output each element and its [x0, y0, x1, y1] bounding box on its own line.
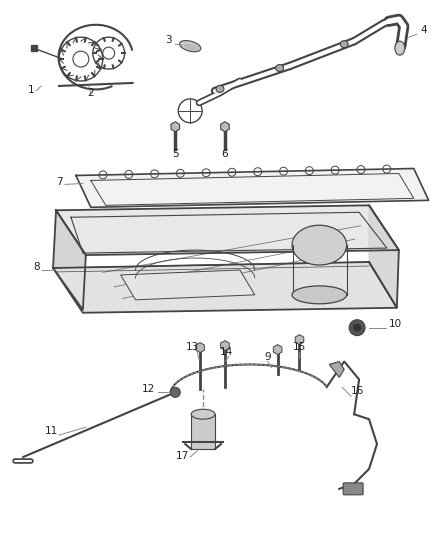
Text: 10: 10 — [389, 319, 402, 329]
Polygon shape — [191, 414, 215, 449]
Text: 12: 12 — [142, 384, 155, 394]
Ellipse shape — [340, 41, 348, 47]
Polygon shape — [196, 343, 205, 352]
Circle shape — [170, 387, 180, 397]
Text: 17: 17 — [176, 451, 189, 461]
Ellipse shape — [216, 85, 224, 92]
Polygon shape — [171, 122, 180, 132]
Text: 3: 3 — [165, 35, 172, 45]
Text: 2: 2 — [88, 88, 94, 98]
Text: 9: 9 — [265, 351, 271, 361]
Text: 14: 14 — [220, 346, 233, 357]
Polygon shape — [120, 270, 255, 300]
Polygon shape — [221, 341, 229, 351]
Polygon shape — [53, 262, 397, 313]
Circle shape — [349, 320, 365, 336]
Ellipse shape — [184, 44, 199, 51]
Text: 7: 7 — [56, 177, 62, 188]
Text: 8: 8 — [33, 262, 39, 272]
Text: 1: 1 — [28, 85, 35, 95]
Polygon shape — [295, 335, 304, 345]
Ellipse shape — [180, 41, 201, 52]
Text: 13: 13 — [186, 342, 199, 352]
Polygon shape — [329, 361, 344, 377]
Ellipse shape — [292, 286, 347, 304]
Text: 16: 16 — [350, 386, 364, 397]
Text: 5: 5 — [172, 149, 179, 159]
Ellipse shape — [276, 64, 283, 71]
Ellipse shape — [292, 225, 347, 265]
Text: 4: 4 — [421, 25, 427, 35]
Polygon shape — [76, 168, 429, 207]
Ellipse shape — [191, 409, 215, 419]
Circle shape — [353, 324, 361, 332]
Polygon shape — [369, 205, 399, 308]
Polygon shape — [221, 122, 229, 132]
Text: 15: 15 — [293, 342, 306, 352]
Text: 11: 11 — [44, 426, 58, 436]
Polygon shape — [273, 345, 282, 354]
Polygon shape — [56, 205, 399, 255]
Text: 6: 6 — [222, 149, 228, 159]
Polygon shape — [53, 211, 86, 310]
FancyBboxPatch shape — [343, 483, 363, 495]
Ellipse shape — [395, 41, 405, 55]
